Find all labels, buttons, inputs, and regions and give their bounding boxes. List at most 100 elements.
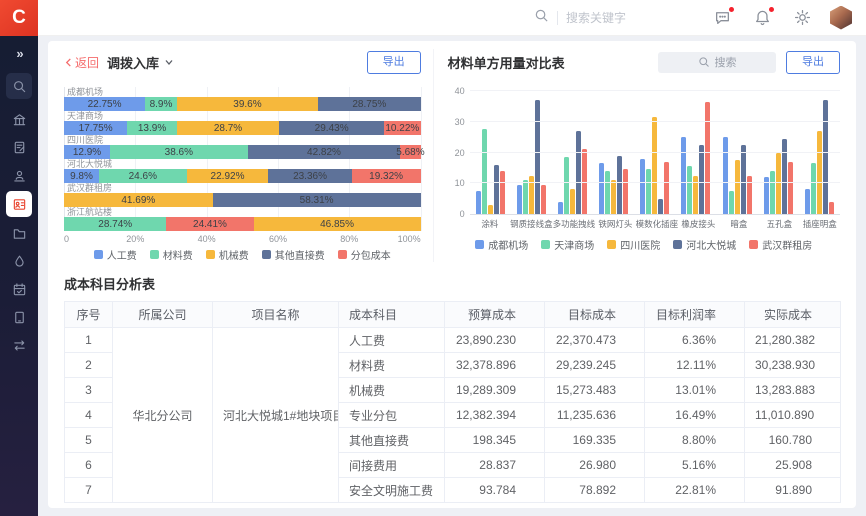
sidebar-item-material-card[interactable] <box>6 191 32 217</box>
sidebar-item-folder[interactable] <box>7 221 31 245</box>
cell-project: 河北大悦城1#地块项目 <box>212 327 339 503</box>
bar <box>664 161 670 214</box>
legend-label: 武汉群租房 <box>762 241 813 252</box>
cell-subject: 人工费 <box>338 327 445 353</box>
global-search-input[interactable]: 搜索关键字 <box>566 11 627 25</box>
legend-item[interactable]: 机械费 <box>205 247 249 262</box>
bar <box>540 184 546 214</box>
bar <box>810 163 816 214</box>
cell-actual: 160.780 <box>744 427 841 453</box>
bar <box>569 189 575 214</box>
sidebar-item-search[interactable] <box>6 73 32 99</box>
category-label: 模数化插座 <box>635 219 679 229</box>
segment-value: 39.6% <box>233 98 262 110</box>
axis-tick-label: 100% <box>397 234 421 244</box>
cell-budget: 28.837 <box>444 452 545 478</box>
table-header-row: 序号 所属公司 项目名称 成本科目 预算成本 目标成本 目标利润率 实际成本 <box>64 301 841 328</box>
category-label: 暗盒 <box>730 219 748 229</box>
bar <box>828 201 834 214</box>
chart-search-input[interactable]: 搜索 <box>658 51 776 73</box>
table-title: 成本科目分析表 <box>64 277 156 292</box>
sidebar-expand-icon[interactable]: » <box>16 46 23 61</box>
legend-item[interactable]: 河北大悦城 <box>673 237 736 252</box>
cell-actual: 91.890 <box>744 477 841 503</box>
bar <box>475 190 481 214</box>
export-button-right[interactable]: 导出 <box>786 50 840 74</box>
legend-swatch-icon <box>475 240 485 249</box>
export-button-left[interactable]: 导出 <box>366 50 421 74</box>
cost-analysis-table: 序号 所属公司 项目名称 成本科目 预算成本 目标成本 目标利润率 实际成本 1 华北分公司 河北… <box>64 301 841 503</box>
bar <box>705 101 711 214</box>
segment-value: 22.92% <box>210 170 245 182</box>
cell-rate: 5.16% <box>644 452 745 478</box>
chat-icon[interactable] <box>712 6 734 28</box>
cell-target: 26.980 <box>544 452 645 478</box>
sidebar-item-device[interactable] <box>7 305 31 329</box>
right-panel-header: 材料单方用量对比表 搜索 导出 <box>448 49 840 75</box>
stacked-chart: 成都机场 22.75% 8.9% 39.6% 28.75% 天津商场 17.75% 13.9%… <box>64 87 425 245</box>
cell-subject: 其他直接费 <box>338 427 445 453</box>
sidebar-item-transfer[interactable] <box>7 333 31 357</box>
cell-budget: 19,289.309 <box>444 377 545 403</box>
segment-value: 58.31% <box>299 194 334 206</box>
sidebar-item-calendar[interactable] <box>7 277 31 301</box>
chevron-down-icon[interactable] <box>164 57 174 67</box>
segment-value: 5.68% <box>396 146 425 158</box>
bar <box>740 144 746 214</box>
gridline <box>349 87 351 231</box>
bar <box>763 177 769 214</box>
legend-item[interactable]: 材料费 <box>149 247 193 262</box>
cell-seq: 1 <box>64 327 113 353</box>
column-header: 成本科目 <box>338 301 445 328</box>
bar <box>652 117 658 214</box>
bar <box>522 180 528 214</box>
sidebar-item-bank[interactable] <box>7 107 31 131</box>
legend-item[interactable]: 天津商场 <box>541 237 594 252</box>
bar-segment: 42.82% <box>247 145 401 159</box>
legend-label: 天津商场 <box>554 241 595 252</box>
charts-section: 返回 调拨入库 导出 成都机场 22.75% 8.9% 39.6% 28.75% 天津商场… <box>64 49 840 262</box>
legend-label: 成都机场 <box>488 241 529 252</box>
back-button[interactable]: 返回 <box>64 54 99 71</box>
table-row: 3 机械费 19,289.309 15,273.483 13.01% 13,283.883 <box>64 377 841 403</box>
gridline <box>469 90 840 91</box>
legend-item[interactable]: 人工费 <box>93 247 137 262</box>
bar <box>822 100 828 214</box>
cell-rate: 12.11% <box>644 352 745 378</box>
legend-swatch-icon <box>93 250 103 259</box>
bar-segment: 58.31% <box>212 193 421 207</box>
axis-tick-label: 20 <box>454 147 465 158</box>
bar <box>734 160 740 214</box>
bar <box>640 158 646 214</box>
bar <box>617 155 623 214</box>
cell-rate: 8.80% <box>644 427 745 453</box>
bar <box>804 189 810 214</box>
cell-seq: 6 <box>64 452 113 478</box>
segment-value: 22.75% <box>87 98 122 110</box>
user-avatar[interactable] <box>830 5 852 30</box>
cell-subject: 机械费 <box>338 377 445 403</box>
sidebar-item-document-edit[interactable] <box>7 135 31 159</box>
cell-rate: 16.49% <box>644 402 745 428</box>
legend-item[interactable]: 四川医院 <box>607 237 660 252</box>
global-search[interactable]: 搜索关键字 <box>534 8 646 28</box>
chevron-left-icon <box>65 57 71 67</box>
category-label: 涂料 <box>481 219 499 229</box>
cell-seq: 7 <box>64 477 113 503</box>
bell-icon[interactable] <box>752 6 774 28</box>
bar <box>611 180 617 214</box>
legend-item[interactable]: 武汉群租房 <box>749 237 812 252</box>
legend-item[interactable]: 其他直接费 <box>261 247 325 262</box>
bar-segment: 38.6% <box>110 145 248 159</box>
cell-actual: 21,280.382 <box>744 327 841 353</box>
bar <box>516 184 522 214</box>
app-logo[interactable]: C <box>0 0 38 36</box>
legend-item[interactable]: 成都机场 <box>475 237 528 252</box>
legend-item[interactable]: 分包成本 <box>337 247 391 262</box>
sidebar-item-droplet[interactable] <box>7 249 31 273</box>
sidebar-item-user-badge[interactable] <box>7 163 31 187</box>
category-label: 插座明盒 <box>802 219 837 229</box>
gear-icon[interactable] <box>792 8 812 28</box>
axis-tick-label: 0 <box>64 234 70 244</box>
cell-target: 29,239.245 <box>544 352 645 378</box>
